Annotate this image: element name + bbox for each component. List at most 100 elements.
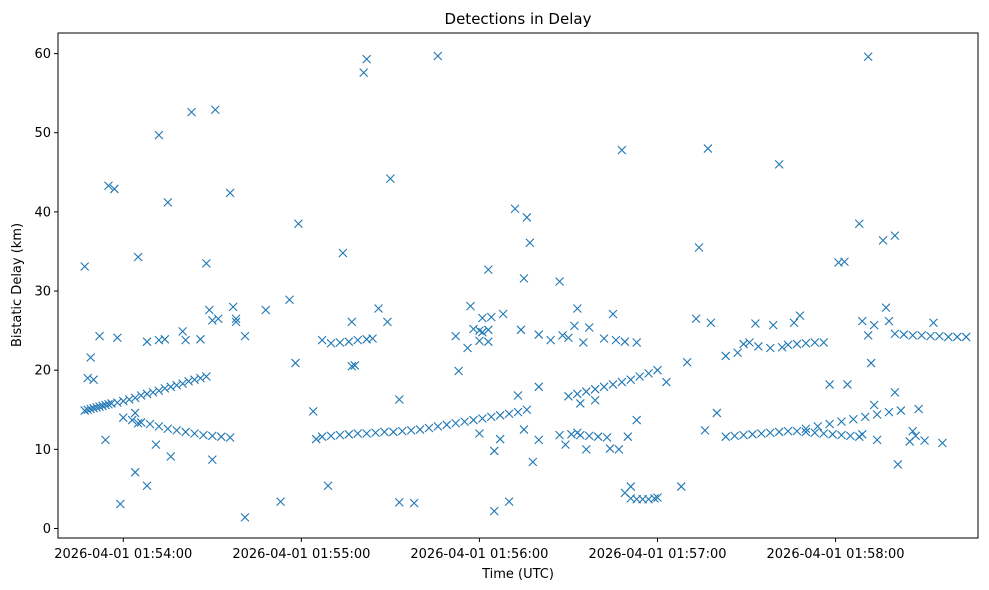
data-point <box>142 389 152 399</box>
data-point <box>80 262 90 271</box>
data-point <box>584 323 594 332</box>
data-point <box>489 446 499 456</box>
x-axis-label: Time (UTC) <box>481 567 554 582</box>
data-point <box>608 380 618 389</box>
data-point <box>160 384 170 393</box>
data-point <box>730 431 740 441</box>
data-point <box>383 317 392 327</box>
data-point <box>95 331 104 341</box>
data-point <box>819 429 829 438</box>
data-point <box>810 428 820 438</box>
data-point <box>837 417 846 427</box>
data-point <box>204 305 214 315</box>
data-point <box>789 318 799 328</box>
data-point <box>112 398 122 408</box>
y-axis-label: Bistatic Delay (km) <box>10 223 25 347</box>
data-point <box>184 376 193 386</box>
data-point <box>347 361 357 371</box>
data-point <box>201 372 211 381</box>
data-point <box>569 321 579 331</box>
data-point <box>721 351 731 361</box>
data-point <box>825 380 835 389</box>
y-tick-label: 40 <box>34 205 51 220</box>
data-point <box>783 340 793 350</box>
data-point <box>104 181 113 191</box>
data-point <box>881 303 891 313</box>
data-point <box>653 365 662 375</box>
data-point <box>130 467 140 477</box>
data-point <box>837 430 846 440</box>
data-point <box>534 382 544 392</box>
data-point <box>326 338 336 348</box>
data-point <box>626 375 636 385</box>
data-point <box>154 386 164 396</box>
data-point <box>477 414 487 423</box>
data-point <box>558 330 567 340</box>
data-point <box>872 435 882 445</box>
data-point <box>857 316 867 326</box>
data-point <box>825 419 835 429</box>
data-point <box>95 402 104 411</box>
data-point <box>388 427 398 437</box>
data-point <box>935 331 944 341</box>
data-point <box>317 335 327 345</box>
data-point <box>187 107 196 117</box>
data-point <box>115 499 125 509</box>
data-point <box>632 338 642 347</box>
data-point <box>172 425 182 435</box>
x-tick-label: 2026-04-01 01:57:00 <box>588 547 726 562</box>
data-point <box>276 497 285 506</box>
data-point <box>783 426 793 436</box>
data-point <box>564 333 573 343</box>
data-point <box>626 482 636 491</box>
data-point <box>952 332 962 342</box>
data-point <box>908 330 918 340</box>
data-point <box>635 372 645 381</box>
data-point <box>483 265 493 275</box>
data-point <box>866 358 876 368</box>
data-point <box>739 339 748 349</box>
data-point <box>700 425 710 435</box>
data-point <box>578 338 588 347</box>
data-point <box>228 302 238 312</box>
data-point <box>733 348 743 358</box>
data-point <box>166 382 176 392</box>
data-point <box>890 387 900 397</box>
data-point <box>86 404 96 414</box>
data-point <box>98 401 107 411</box>
data-point <box>593 432 603 442</box>
data-point <box>163 198 173 207</box>
data-point <box>86 353 96 362</box>
data-point <box>338 248 348 258</box>
data-point <box>917 330 927 340</box>
data-point <box>890 231 900 241</box>
data-point <box>495 434 505 444</box>
data-point <box>519 425 529 434</box>
data-point <box>394 395 404 404</box>
data-point <box>721 432 731 442</box>
data-point <box>765 428 775 438</box>
data-point <box>124 395 134 404</box>
data-point <box>148 387 158 397</box>
data-point <box>483 337 493 347</box>
data-point <box>495 410 505 420</box>
x-tick-label: 2026-04-01 01:55:00 <box>232 547 370 562</box>
data-point <box>178 327 188 336</box>
data-point <box>694 243 704 252</box>
data-point <box>199 430 208 440</box>
data-point <box>751 319 760 328</box>
data-point <box>863 52 873 62</box>
data-point <box>326 431 336 441</box>
data-point <box>475 336 484 346</box>
data-point <box>89 403 99 413</box>
data-point <box>207 455 217 465</box>
data-point <box>394 497 404 507</box>
y-tick-label: 20 <box>34 364 51 379</box>
data-point <box>926 331 935 341</box>
data-point <box>819 338 829 347</box>
data-point <box>602 433 612 442</box>
data-point <box>614 444 624 454</box>
data-point <box>878 235 888 245</box>
data-point <box>860 412 870 422</box>
data-point <box>145 419 155 429</box>
